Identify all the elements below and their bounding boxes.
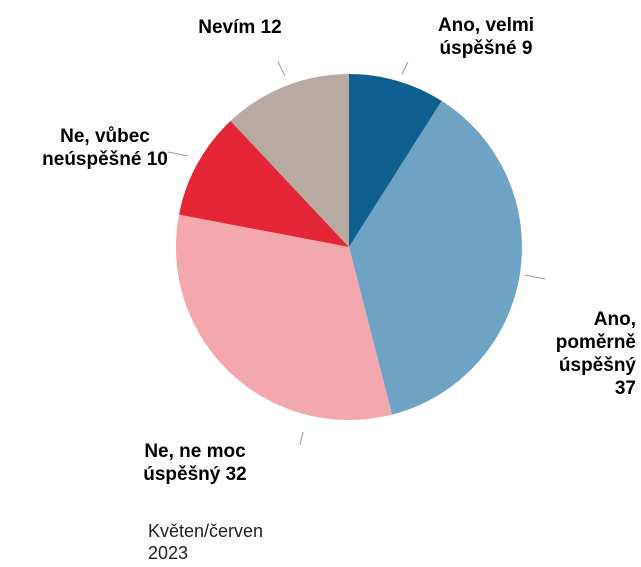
leader-line — [524, 274, 546, 280]
label-value: 10 — [146, 149, 168, 170]
pie-slice — [349, 100, 522, 415]
label-name: Nevím — [198, 17, 256, 38]
label-value: 37 — [614, 378, 636, 399]
leader-line — [401, 61, 409, 75]
label-name: Ne, vůbec neúspěšné — [42, 126, 150, 170]
slice-label: Ne, ne moc úspěšný 32 — [110, 440, 280, 486]
slice-label: Ano, poměrně úspěšný 37 — [536, 308, 636, 400]
slice-label: Nevím 12 — [180, 16, 300, 39]
label-name: Ne, ne moc úspěšný — [143, 441, 246, 485]
pie-slice — [175, 214, 393, 420]
footnote: Květen/červen 2023 — [148, 521, 264, 563]
pie-slice — [349, 74, 442, 247]
label-value: 32 — [225, 464, 247, 485]
label-name: Ano, poměrně úspěšný — [555, 309, 636, 376]
leader-line — [299, 431, 304, 446]
slice-label: Ne, vůbec neúspěšné 10 — [30, 125, 180, 171]
label-value: 9 — [521, 38, 533, 59]
label-name: Ano, velmi úspěšné — [437, 15, 535, 59]
slice-label: Ano, velmi úspěšné 9 — [405, 14, 567, 60]
label-value: 12 — [260, 17, 282, 38]
leader-line — [277, 61, 286, 77]
pie-slice — [179, 120, 349, 247]
pie-slice — [230, 74, 349, 247]
leader-line — [167, 151, 189, 157]
pie — [175, 74, 522, 420]
